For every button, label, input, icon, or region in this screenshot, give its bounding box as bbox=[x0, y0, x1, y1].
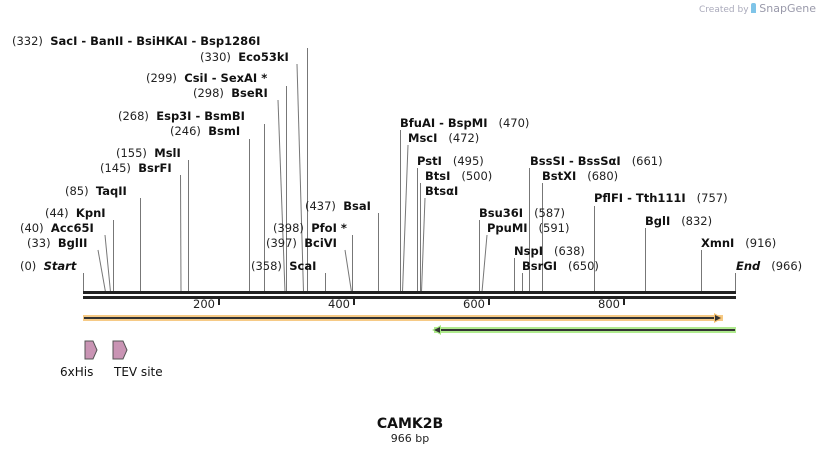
site-label-nspi[interactable]: NspI (638) bbox=[514, 244, 585, 258]
site-label-start[interactable]: (0) Start bbox=[20, 259, 77, 273]
ruler-tick-400: 400 bbox=[328, 297, 350, 311]
site-label-scai[interactable]: (358) ScaI bbox=[251, 259, 317, 273]
site-label-bstxi[interactable]: BstXI (680) bbox=[542, 169, 619, 183]
site-label-bsu36i[interactable]: Bsu36I (587) bbox=[479, 206, 565, 220]
site-label-bsrfi[interactable]: (145) BsrFI bbox=[100, 161, 172, 175]
site-label-bsai[interactable]: (437) BsaI bbox=[305, 199, 371, 213]
site-label-btsai[interactable]: BtsαI bbox=[425, 184, 459, 198]
reverse-orf-track[interactable] bbox=[432, 325, 736, 335]
site-label-acc65i[interactable]: (40) Acc65I bbox=[20, 221, 94, 235]
backbone-bottom-strand bbox=[83, 296, 736, 299]
site-label-kpni[interactable]: (44) KpnI bbox=[45, 206, 106, 220]
site-label-saci-group[interactable]: (332) SacI - BanII - BsiHKAI - Bsp1286I bbox=[12, 34, 261, 48]
feature-label-6xhis: 6xHis bbox=[60, 365, 94, 379]
sequence-length: 966 bp bbox=[390, 432, 430, 445]
sequence-backbone[interactable] bbox=[83, 290, 736, 300]
site-label-pflfi-group[interactable]: PflFI - Tth111I (757) bbox=[594, 191, 728, 205]
snapgene-credit: Created by SnapGene bbox=[699, 2, 816, 15]
credit-prefix: Created by bbox=[699, 5, 749, 15]
site-label-bsssi-group[interactable]: BssSI - BssSαI (661) bbox=[530, 154, 663, 168]
ruler-tick-200: 200 bbox=[193, 297, 215, 311]
feature-label-tev-site: TEV site bbox=[114, 365, 163, 379]
site-label-psti[interactable]: PstI (495) bbox=[417, 154, 484, 168]
site-label-taqii[interactable]: (85) TaqII bbox=[65, 184, 127, 198]
site-label-bgli[interactable]: BglI (832) bbox=[645, 214, 713, 228]
backbone-top-strand bbox=[83, 291, 736, 294]
site-label-end[interactable]: End (966) bbox=[736, 259, 803, 273]
site-label-csii-group[interactable]: (299) CsiI - SexAI * bbox=[146, 71, 268, 85]
site-label-bseri[interactable]: (298) BseRI bbox=[193, 86, 268, 100]
ruler-tick-600: 600 bbox=[463, 297, 485, 311]
credit-brand: SnapGene bbox=[759, 2, 816, 15]
feature-tev-site[interactable] bbox=[112, 340, 128, 360]
site-label-ppumi[interactable]: PpuMI (591) bbox=[487, 221, 570, 235]
site-label-bsmi[interactable]: (246) BsmI bbox=[170, 124, 241, 138]
site-label-eco53ki[interactable]: (330) Eco53kI bbox=[200, 50, 289, 64]
site-label-msli[interactable]: (155) MslI bbox=[116, 146, 181, 160]
site-label-bfuai-group[interactable]: BfuAI - BspMI (470) bbox=[400, 116, 530, 130]
sequence-name: CAMK2B bbox=[376, 416, 444, 432]
forward-orf-track[interactable] bbox=[83, 313, 725, 323]
6xhis-feature-arrow bbox=[84, 340, 98, 360]
site-label-bsrgi[interactable]: BsrGI (650) bbox=[522, 259, 599, 273]
site-label-esp3i-group[interactable]: (268) Esp3I - BsmBI bbox=[118, 109, 245, 123]
ruler-tick-800: 800 bbox=[598, 297, 620, 311]
site-label-pfoi[interactable]: (398) PfoI * bbox=[273, 221, 347, 235]
tev-site-feature-arrow bbox=[112, 340, 128, 360]
site-label-bcivi[interactable]: (397) BciVI bbox=[266, 236, 337, 250]
site-label-bglii[interactable]: (33) BglII bbox=[27, 236, 88, 250]
feature-6xhis[interactable] bbox=[84, 340, 98, 360]
site-label-btsi[interactable]: BtsI (500) bbox=[425, 169, 493, 183]
snapgene-logo-icon bbox=[751, 3, 757, 13]
site-label-xmni[interactable]: XmnI (916) bbox=[701, 236, 777, 250]
site-label-msci[interactable]: MscI (472) bbox=[408, 131, 480, 145]
